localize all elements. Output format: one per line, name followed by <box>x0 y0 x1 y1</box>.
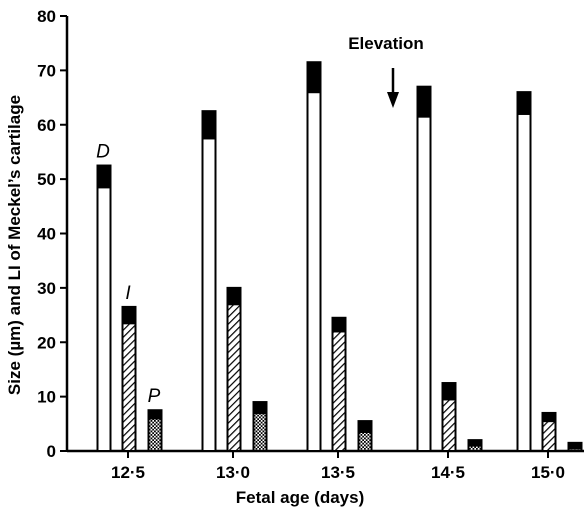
series-letter-D: D <box>96 142 110 163</box>
series-letters: D I P <box>96 142 161 408</box>
series-letter-P: P <box>148 386 161 407</box>
x-tick-label: 15·0 <box>531 463 565 482</box>
x-tick-label: 12·5 <box>111 463 145 482</box>
bar-top-segment <box>357 420 373 433</box>
bar-P-0 <box>147 409 163 452</box>
bar-I-2 <box>331 316 347 452</box>
bar-D-1 <box>201 110 217 452</box>
bar-P-1 <box>252 401 268 452</box>
bars <box>96 61 583 452</box>
bar-P-4 <box>567 441 583 452</box>
bar-top-segment <box>96 164 112 189</box>
y-tick-label: 50 <box>37 170 56 189</box>
elevation-annotation: Elevation <box>348 34 424 108</box>
bar-base-segment <box>441 398 457 452</box>
bar-base-segment <box>416 115 432 452</box>
bar-P-2 <box>357 420 373 452</box>
x-axis-ticks: 12·5 13·0 13·5 14·5 15·0 <box>111 451 565 482</box>
bar-I-1 <box>226 286 242 452</box>
bar-D-0 <box>96 164 112 452</box>
bar-D-4 <box>516 91 532 452</box>
series-letter-I: I <box>125 283 131 304</box>
bar-base-segment <box>357 430 373 452</box>
y-tick-label: 80 <box>37 7 56 26</box>
bar-I-4 <box>541 411 557 452</box>
bar-top-segment <box>467 439 483 447</box>
bar-top-segment <box>416 85 432 118</box>
y-tick-label: 40 <box>37 225 56 244</box>
bar-base-segment <box>541 420 557 452</box>
bar-I-3 <box>441 382 457 452</box>
bar-D-3 <box>416 85 432 452</box>
bar-top-segment <box>121 305 137 325</box>
elevation-label: Elevation <box>348 34 424 53</box>
bar-top-segment <box>516 91 532 115</box>
x-tick-label: 13·5 <box>321 463 355 482</box>
bar-top-segment <box>567 441 583 450</box>
bar-base-segment <box>121 322 137 452</box>
bar-base-segment <box>96 186 112 452</box>
bar-top-segment <box>147 409 163 420</box>
bar-base-segment <box>201 137 217 452</box>
x-tick-label: 14·5 <box>431 463 465 482</box>
bar-base-segment <box>147 417 163 452</box>
y-tick-label: 20 <box>37 333 56 352</box>
arrow-down-icon <box>387 68 399 108</box>
bar-base-segment <box>252 411 268 452</box>
axes <box>65 16 584 453</box>
bar-top-segment <box>226 286 242 306</box>
bar-I-0 <box>121 305 137 452</box>
y-tick-label: 60 <box>37 116 56 135</box>
y-tick-label: 70 <box>37 61 56 80</box>
bar-top-segment <box>252 401 268 414</box>
x-axis-title: Fetal age (days) <box>236 488 365 507</box>
bar-P-3 <box>467 439 483 452</box>
y-tick-label: 0 <box>47 442 56 461</box>
bar-top-segment <box>541 411 557 423</box>
y-tick-label: 10 <box>37 388 56 407</box>
bar-base-segment <box>516 112 532 452</box>
bar-base-segment <box>226 303 242 452</box>
bar-top-segment <box>441 382 457 401</box>
bar-base-segment <box>306 91 322 452</box>
bar-top-segment <box>331 316 347 333</box>
bar-D-2 <box>306 61 322 452</box>
x-tick-label: 13·0 <box>216 463 250 482</box>
y-axis-ticks: 0 10 20 30 40 50 60 70 80 <box>37 7 67 461</box>
y-axis-title: Size (µm) and LI of Meckel’s cartilage <box>5 95 24 395</box>
bar-top-segment <box>306 61 322 94</box>
bar-base-segment <box>331 330 347 452</box>
y-tick-label: 30 <box>37 279 56 298</box>
bar-top-segment <box>201 110 217 140</box>
